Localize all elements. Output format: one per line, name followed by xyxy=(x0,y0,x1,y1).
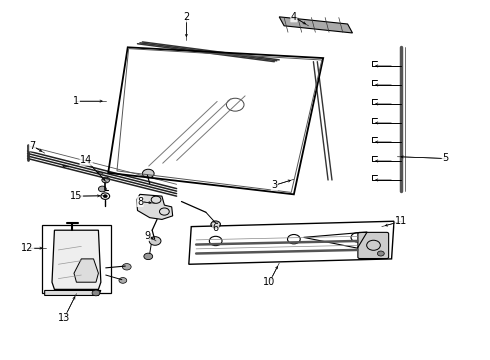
Circle shape xyxy=(288,234,300,244)
Text: 13: 13 xyxy=(58,313,71,323)
Circle shape xyxy=(211,221,220,228)
FancyBboxPatch shape xyxy=(358,232,389,258)
Circle shape xyxy=(149,237,161,245)
Text: 9: 9 xyxy=(144,231,150,240)
Text: 1: 1 xyxy=(74,96,79,106)
Text: 5: 5 xyxy=(442,153,448,163)
Circle shape xyxy=(98,186,106,192)
Circle shape xyxy=(103,195,107,198)
Polygon shape xyxy=(137,194,172,220)
Circle shape xyxy=(102,177,110,183)
Circle shape xyxy=(92,290,100,296)
Text: 4: 4 xyxy=(291,12,297,22)
Text: 11: 11 xyxy=(395,216,408,226)
Circle shape xyxy=(144,253,153,260)
Polygon shape xyxy=(74,259,98,282)
Circle shape xyxy=(377,251,384,256)
Polygon shape xyxy=(279,17,352,33)
Text: 12: 12 xyxy=(22,243,34,253)
Text: 15: 15 xyxy=(70,191,83,201)
Text: 7: 7 xyxy=(29,141,36,151)
Circle shape xyxy=(351,233,364,242)
Text: 10: 10 xyxy=(263,277,275,287)
Circle shape xyxy=(122,264,131,270)
Text: 14: 14 xyxy=(80,155,92,165)
Text: 2: 2 xyxy=(183,12,190,22)
Polygon shape xyxy=(52,230,101,289)
Text: 8: 8 xyxy=(137,197,143,207)
Text: 6: 6 xyxy=(213,224,219,233)
Text: 3: 3 xyxy=(271,180,277,190)
Circle shape xyxy=(119,278,127,283)
Circle shape xyxy=(209,236,222,246)
Polygon shape xyxy=(45,291,101,296)
Circle shape xyxy=(143,169,154,178)
